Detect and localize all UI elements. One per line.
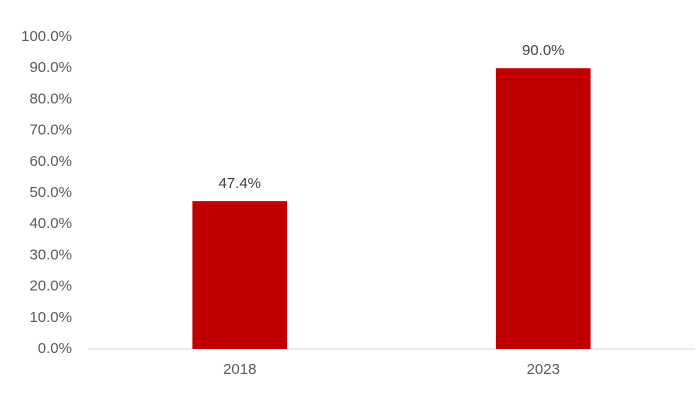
y-tick-label: 100.0%: [21, 28, 72, 45]
x-tick-label: 2018: [223, 361, 256, 378]
y-tick-label: 50.0%: [29, 184, 72, 201]
y-tick-label: 60.0%: [29, 153, 72, 170]
y-tick-label: 30.0%: [29, 246, 72, 263]
bar: [495, 68, 591, 349]
bar: [192, 201, 288, 349]
value-label: 47.4%: [218, 175, 261, 192]
value-label: 90.0%: [522, 42, 565, 59]
y-tick-label: 70.0%: [29, 122, 72, 139]
x-tick-label: 2023: [527, 361, 560, 378]
y-tick-label: 90.0%: [29, 59, 72, 76]
y-tick-label: 80.0%: [29, 90, 72, 107]
y-tick-label: 40.0%: [29, 215, 72, 232]
y-tick-label: 10.0%: [29, 309, 72, 326]
y-tick-label: 0.0%: [38, 340, 72, 357]
y-tick-label: 20.0%: [29, 278, 72, 295]
